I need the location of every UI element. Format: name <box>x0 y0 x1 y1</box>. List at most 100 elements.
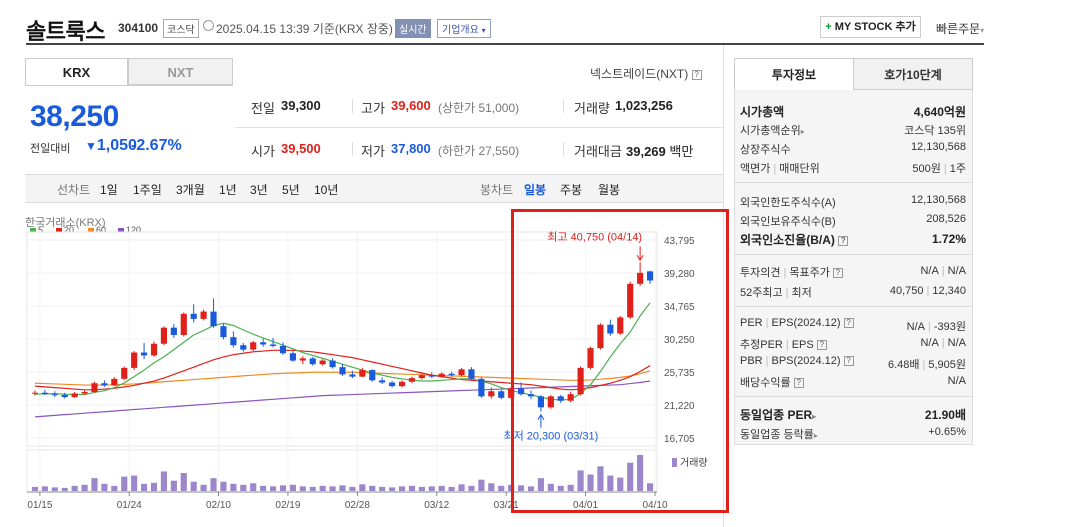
volume-bar <box>210 478 217 491</box>
x-tick-label: 02/10 <box>206 500 231 511</box>
volume-bar <box>240 484 247 491</box>
period-3m[interactable]: 3개월 <box>176 183 205 197</box>
upper-limit: (상한가 51,000) <box>438 101 520 115</box>
volume-bar <box>448 486 455 491</box>
help-icon[interactable]: ? <box>816 340 827 351</box>
industry-change-label[interactable]: 동일업종 등락률▸ <box>740 429 818 441</box>
candle-body <box>468 369 475 379</box>
volume-bar <box>180 473 187 491</box>
candle-body <box>567 394 574 401</box>
candle-body <box>170 327 177 335</box>
period-1y[interactable]: 1년 <box>219 183 237 197</box>
tab-nxt[interactable]: NXT <box>128 58 233 85</box>
industry-per-label[interactable]: 동일업종 PER▸ <box>740 408 817 422</box>
help-icon[interactable]: ? <box>843 318 854 329</box>
datetime: 2025.04.15 13:39 기준(KRX 장중) <box>216 22 393 36</box>
high-label: 고가 <box>361 101 385 116</box>
candle-body <box>547 396 554 408</box>
market-cap-value: 4,640억원 <box>913 105 966 119</box>
industry-change-value: +0.65% <box>928 426 966 438</box>
header-divider <box>26 43 984 45</box>
candle-body <box>289 353 296 361</box>
y-tick-label: 16,705 <box>664 434 695 445</box>
help-icon[interactable]: ? <box>843 356 854 367</box>
tab-orderbook-10[interactable]: 호가10단계 <box>853 58 973 90</box>
period-10y[interactable]: 10년 <box>314 183 339 197</box>
candle-body <box>91 383 98 392</box>
company-info-button[interactable]: 기업개요 ▾ <box>437 19 491 38</box>
stock-code: 304100 <box>118 21 159 35</box>
candle-body <box>587 348 594 368</box>
volume-bar <box>646 483 654 491</box>
period-daily[interactable]: 일봉 <box>524 183 547 197</box>
candle-body <box>646 271 654 281</box>
help-icon[interactable]: ? <box>793 378 804 389</box>
volume-bar <box>289 484 296 491</box>
help-icon[interactable]: ? <box>838 235 849 246</box>
panel-divider <box>723 45 724 527</box>
volume-bar <box>111 485 118 491</box>
volume-bar <box>200 484 207 491</box>
volume-bar <box>379 486 386 491</box>
candle-body <box>121 367 128 379</box>
nxt-link[interactable]: 넥스트레이드(NXT) ? <box>590 65 702 82</box>
chevron-right-icon: ▸ <box>800 127 805 136</box>
candle-body <box>438 373 445 377</box>
volume-bar <box>160 471 168 491</box>
candle-body <box>240 345 247 350</box>
volume-legend-swatch <box>672 458 677 467</box>
realtime-badge: 실시간 <box>395 19 431 38</box>
candle-body <box>607 324 614 334</box>
my-stock-add-button[interactable]: + MY STOCK 추가 <box>820 16 921 38</box>
price-change-pct: -2.67% <box>131 137 182 154</box>
dividend-label: 배당수익률 ? <box>740 374 804 390</box>
help-icon[interactable]: ? <box>691 69 702 80</box>
period-5y[interactable]: 5년 <box>282 183 300 197</box>
y-tick-label: 43,795 <box>664 236 695 247</box>
period-1w[interactable]: 1주일 <box>133 183 162 197</box>
candle-body <box>71 393 78 398</box>
foreign-ratio-value: 1.72% <box>931 232 966 246</box>
quick-order-button[interactable]: 빠른주문▾ <box>936 22 985 36</box>
chevron-down-icon: ▾ <box>481 26 486 35</box>
candle-body <box>597 324 604 349</box>
legend-ma20: 20 <box>56 225 74 235</box>
volume-bar <box>260 485 267 491</box>
separator <box>352 142 353 156</box>
price-chart[interactable]: 43,795 39,280 34,765 30,250 25,735 21,220 16,7… <box>0 0 723 527</box>
chevron-right-icon: ▸ <box>813 431 818 440</box>
volume-bar <box>220 481 227 491</box>
high-value: 39,600 <box>391 98 431 113</box>
line-chart-button[interactable]: 선차트 <box>57 183 91 197</box>
week52-value: 40,750 | 12,340 <box>889 285 966 297</box>
divider <box>735 396 972 397</box>
volume-bar <box>141 483 148 491</box>
chart-source: 한국거래소(KRX) <box>25 217 106 229</box>
tab-investment-info[interactable]: 투자정보 <box>734 58 854 90</box>
candle-body <box>81 391 88 394</box>
period-monthly[interactable]: 월봉 <box>598 183 621 197</box>
period-weekly[interactable]: 주봉 <box>560 183 583 197</box>
legend-ma120: 120 <box>118 225 141 235</box>
foreign-ratio-label: 외국인소진율(B/A) ? <box>740 231 849 248</box>
amount-value: 39,269 백만 <box>626 144 694 159</box>
period-1d[interactable]: 1일 <box>100 183 118 197</box>
volume-bar <box>408 485 416 491</box>
rank-label[interactable]: 시가총액순위▸ <box>740 125 805 137</box>
candle-body <box>309 358 316 365</box>
volume-bar <box>359 484 366 491</box>
candle-body <box>527 394 535 397</box>
volume-bar <box>458 484 465 491</box>
volume-bar <box>121 476 128 491</box>
help-icon[interactable]: ? <box>832 268 843 279</box>
period-3y[interactable]: 3년 <box>250 183 268 197</box>
candle-chart-button[interactable]: 봉차트 <box>480 183 514 197</box>
volume-bar <box>51 487 58 491</box>
prev-close-label: 전일 <box>251 101 275 116</box>
candle-body <box>498 391 505 398</box>
candle-body <box>319 360 326 365</box>
tab-krx[interactable]: KRX <box>25 58 128 85</box>
par-lot-value: 500원 | 1주 <box>912 163 966 175</box>
candle-body <box>448 373 455 376</box>
volume-bar <box>131 475 138 491</box>
